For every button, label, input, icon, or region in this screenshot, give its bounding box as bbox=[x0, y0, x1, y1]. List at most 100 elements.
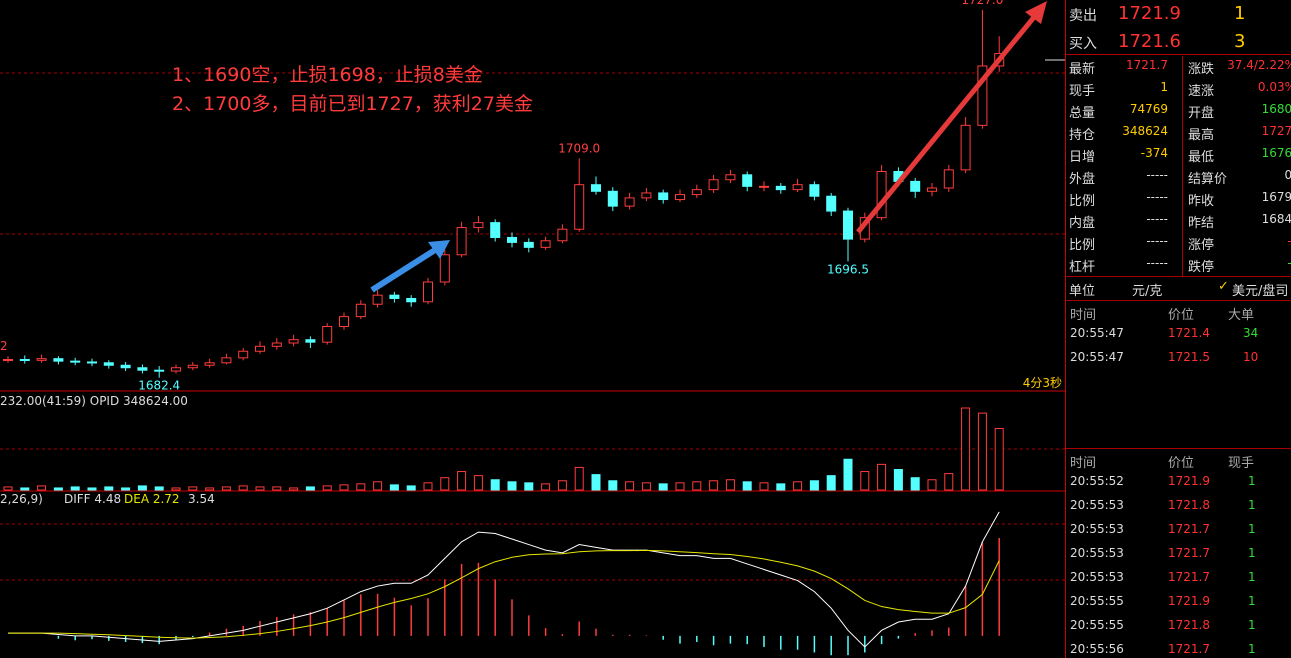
quote-text: 1 bbox=[1248, 522, 1256, 536]
separator bbox=[1066, 448, 1291, 449]
quote-text: 1721.8 bbox=[1168, 618, 1210, 632]
quote-text: 开盘 bbox=[1188, 106, 1215, 121]
quote-text: 34 bbox=[1243, 326, 1259, 340]
quote-text: 1 bbox=[1248, 618, 1256, 632]
candle-body bbox=[288, 339, 299, 344]
quote-text: ----- bbox=[1146, 256, 1168, 270]
volume-bar bbox=[238, 485, 248, 491]
quote-text: 日增 bbox=[1069, 150, 1096, 165]
price-marker: 1682.4 bbox=[138, 379, 180, 393]
quote-text: 20:55:53 bbox=[1070, 498, 1124, 512]
candle-body bbox=[3, 358, 13, 361]
candle-body bbox=[271, 342, 282, 347]
volume-bar bbox=[37, 485, 47, 491]
candle-body bbox=[943, 169, 954, 189]
annotation: 2、1700多，目前已到1727，获利27美金 bbox=[172, 93, 533, 115]
diff-label: DIFF 4.48 bbox=[64, 492, 121, 506]
candle-body bbox=[607, 190, 618, 207]
candle-body bbox=[742, 174, 753, 187]
quote-text: 速涨 bbox=[1188, 84, 1215, 99]
candle-body bbox=[187, 364, 198, 369]
candle-body bbox=[36, 358, 47, 361]
checkbox[interactable]: ✓ bbox=[1218, 279, 1229, 294]
volume-bar bbox=[927, 479, 937, 491]
quote-text: 20:55:55 bbox=[1070, 618, 1124, 632]
price-marker: 1709.0 bbox=[558, 141, 600, 155]
quote-text: 1680. bbox=[1261, 102, 1291, 116]
volume-bar bbox=[423, 482, 433, 491]
cut-label: 2 bbox=[0, 339, 8, 353]
quote-text: 1721.5 bbox=[1168, 350, 1210, 364]
quote-text: -- bbox=[1287, 234, 1291, 248]
candle-body bbox=[305, 339, 316, 343]
candle-body bbox=[792, 184, 803, 191]
quote-text: 1 bbox=[1160, 80, 1168, 94]
quote-text: 1 bbox=[1248, 570, 1256, 584]
candle-body bbox=[540, 240, 551, 248]
dea-label: DEA 2.72 bbox=[124, 492, 180, 506]
volume-bar bbox=[641, 482, 651, 491]
candle-body bbox=[355, 303, 366, 318]
quote-text: 20:55:53 bbox=[1070, 522, 1124, 536]
candle-body bbox=[977, 65, 988, 126]
quote-text: 348624 bbox=[1122, 124, 1168, 138]
separator bbox=[1066, 276, 1291, 277]
quote-text: 昨收 bbox=[1188, 194, 1215, 209]
volume-bar bbox=[70, 486, 80, 491]
volume-bar bbox=[658, 483, 668, 491]
candle-body bbox=[423, 281, 433, 303]
candle-body bbox=[221, 357, 232, 364]
quote-text: 1 bbox=[1248, 642, 1256, 656]
volume-bar bbox=[490, 479, 500, 491]
quote-text: 外盘 bbox=[1069, 172, 1096, 187]
quote-text: 价位 bbox=[1168, 308, 1195, 323]
volume-bar bbox=[356, 483, 366, 491]
candle-body bbox=[775, 185, 786, 191]
candle-body bbox=[641, 192, 652, 199]
candle-body bbox=[204, 362, 215, 366]
quote-text: 现手 bbox=[1228, 456, 1255, 471]
quote-text: 1721.6 bbox=[1118, 31, 1181, 52]
candle-body bbox=[339, 316, 349, 328]
separator bbox=[1066, 54, 1291, 55]
quote-text: 单位 bbox=[1069, 284, 1096, 299]
quote-text: ----- bbox=[1146, 168, 1168, 182]
quote-text: 1676. bbox=[1261, 146, 1291, 160]
quote-text: 20:55:52 bbox=[1070, 474, 1124, 488]
volume-bar bbox=[20, 487, 30, 491]
quote-text: 1721.7 bbox=[1168, 570, 1210, 584]
quote-text: 20:55:47 bbox=[1070, 326, 1124, 340]
candle-body bbox=[725, 174, 736, 181]
volume-bar bbox=[507, 481, 517, 491]
volume-bar bbox=[104, 486, 114, 491]
quote-text: ----- bbox=[1146, 234, 1168, 248]
quote-text: 1 bbox=[1248, 474, 1256, 488]
quote-text: 时间 bbox=[1070, 456, 1097, 471]
candle-body bbox=[238, 350, 249, 359]
candle-body bbox=[624, 197, 635, 207]
price-marker: 1696.5 bbox=[827, 262, 869, 276]
countdown: 4分3秒 bbox=[1023, 376, 1062, 390]
macd-label: 3.54 bbox=[188, 492, 215, 506]
volume-bar bbox=[759, 482, 769, 491]
volume-bar bbox=[524, 482, 534, 491]
annotation: 1、1690空，止损1698，止损8美金 bbox=[172, 64, 483, 86]
quote-text: 价位 bbox=[1168, 456, 1195, 471]
volume-bar bbox=[255, 486, 265, 491]
quote-text: 1721.9 bbox=[1168, 474, 1210, 488]
quote-text: 1721.4 bbox=[1168, 326, 1210, 340]
quote-text: 1 bbox=[1234, 3, 1246, 24]
volume-bar bbox=[305, 486, 315, 491]
quote-text: 涨停 bbox=[1188, 238, 1215, 253]
quote-text: 20:55:56 bbox=[1070, 642, 1124, 656]
quote-text: 20:55:55 bbox=[1070, 594, 1124, 608]
quote-text: 比例 bbox=[1069, 194, 1096, 209]
volume-bar bbox=[339, 484, 349, 491]
volume-bar bbox=[893, 469, 903, 491]
quote-text: 1721.7 bbox=[1126, 58, 1168, 72]
volume-bar bbox=[389, 484, 399, 491]
dea-line bbox=[8, 549, 1000, 639]
quote-text: 1727. bbox=[1261, 124, 1291, 138]
volume-bar bbox=[961, 407, 971, 491]
